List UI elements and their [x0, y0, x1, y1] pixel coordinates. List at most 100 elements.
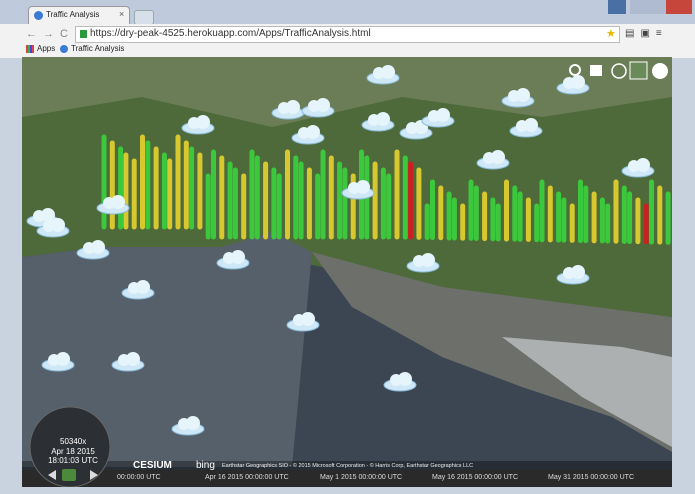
toolbar-icons[interactable]: ▤▣≡ [625, 28, 668, 39]
clock-time: 18:01:03 UTC [48, 456, 98, 465]
weather-cloud [366, 65, 400, 85]
weather-cloud [556, 75, 590, 95]
weather-cloud [181, 115, 215, 135]
bookmark-star[interactable]: ★ [606, 28, 616, 40]
weather-cloud [406, 253, 440, 273]
weather-cloud [399, 120, 433, 140]
weather-cloud [216, 250, 250, 270]
weather-cloud [36, 218, 70, 238]
timeline-label: May 31 2015 00:00:00 UTC [548, 474, 634, 481]
weather-cloud [76, 240, 110, 260]
cloud-part [196, 115, 210, 129]
weather-cloud [171, 416, 205, 436]
tab-title: Traffic Analysis [46, 10, 100, 19]
weather-cloud [111, 352, 145, 372]
credits-text: Earthstar Geographics SIO - © 2015 Micro… [222, 463, 474, 469]
base-layer-button[interactable] [629, 61, 648, 80]
cloud-part [136, 280, 150, 294]
cloud-part [41, 208, 55, 222]
new-tab[interactable] [134, 10, 154, 25]
weather-cloud [271, 100, 305, 120]
cloud-part [516, 88, 530, 102]
search-button[interactable] [569, 64, 581, 76]
pause-button[interactable] [62, 469, 76, 481]
tab-close[interactable]: × [119, 9, 125, 19]
timeline-label: May 1 2015 00:00:00 UTC [320, 474, 403, 481]
minimize[interactable] [630, 0, 648, 14]
terrain-highlands [22, 57, 672, 127]
weather-cloud [96, 195, 130, 215]
maximize[interactable] [648, 0, 666, 14]
profile-button[interactable] [608, 0, 626, 14]
weather-cloud [501, 88, 535, 108]
cloud-part [126, 352, 140, 366]
cloud-part [636, 158, 650, 172]
weather-cloud [556, 265, 590, 285]
timeline-label: May 16 2015 00:00:00 UTC [432, 474, 518, 481]
weather-cloud [476, 150, 510, 170]
cloud-part [301, 312, 315, 326]
globe-view[interactable] [22, 57, 672, 487]
nav-buttons[interactable]: ←→C [26, 28, 74, 40]
url: https://dry-peak-4525.herokuapp.com/Apps… [90, 28, 371, 39]
animation-widget [29, 406, 111, 487]
help-button[interactable] [652, 63, 668, 79]
clock-speed: 50340x [60, 437, 87, 446]
weather-cloud [291, 125, 325, 145]
weather-cloud [361, 112, 395, 132]
weather-cloud [341, 180, 375, 200]
cloud-part [316, 98, 330, 112]
cloud-part [56, 352, 70, 366]
timeline-label: Apr 16 2015 00:00:00 UTC [205, 474, 289, 481]
bing-logo[interactable]: bing [196, 460, 215, 471]
cloud-part [51, 218, 65, 232]
timeline[interactable] [22, 470, 672, 487]
lock-icon [80, 30, 87, 38]
weather-cloud [421, 108, 455, 128]
weather-cloud [121, 280, 155, 300]
nav-toolbar [569, 61, 668, 80]
bookmark[interactable]: Traffic Analysis [71, 44, 125, 53]
credits-bar [22, 461, 672, 470]
weather-cloud [621, 158, 655, 178]
cloud-part [571, 265, 585, 279]
cloud-part [381, 65, 395, 79]
cloud-part [186, 416, 200, 430]
cloud-part [356, 180, 370, 194]
clock-date: Apr 18 2015 [51, 447, 95, 456]
home-button[interactable] [590, 65, 602, 76]
cloud-part [306, 125, 320, 139]
tab[interactable]: Traffic Analysis × [28, 6, 130, 25]
bookmark[interactable]: Apps [37, 44, 56, 53]
cloud-part [421, 253, 435, 267]
cloud-part [524, 118, 538, 132]
bookmark-icon [60, 45, 68, 53]
tab-icon [34, 11, 43, 20]
sea [22, 232, 312, 467]
weather-cloud [383, 372, 417, 392]
apps-icon [26, 45, 34, 53]
cloud-part [376, 112, 390, 126]
cloud-part [436, 108, 450, 122]
cloud-part [571, 75, 585, 89]
close[interactable] [666, 0, 692, 14]
cloud-part [91, 240, 105, 254]
weather-cloud [509, 118, 543, 138]
cloud-part [111, 195, 125, 209]
cloud-part [491, 150, 505, 164]
cloud-part [231, 250, 245, 264]
scene-mode-button[interactable] [611, 63, 627, 79]
cloud-part [286, 100, 300, 114]
cesium-logo[interactable]: CESIUM [133, 460, 172, 471]
cloud-part [398, 372, 412, 386]
window-controls [608, 0, 692, 17]
cloud-cover [502, 337, 672, 447]
address-bar[interactable]: https://dry-peak-4525.herokuapp.com/Apps… [75, 26, 620, 43]
clouded-land [312, 252, 672, 452]
play-button[interactable] [90, 470, 98, 480]
weather-cloud [286, 312, 320, 332]
weather-cloud [41, 352, 75, 372]
reverse-button[interactable] [48, 470, 56, 480]
timeline-label: 00:00:00 UTC [117, 474, 161, 481]
